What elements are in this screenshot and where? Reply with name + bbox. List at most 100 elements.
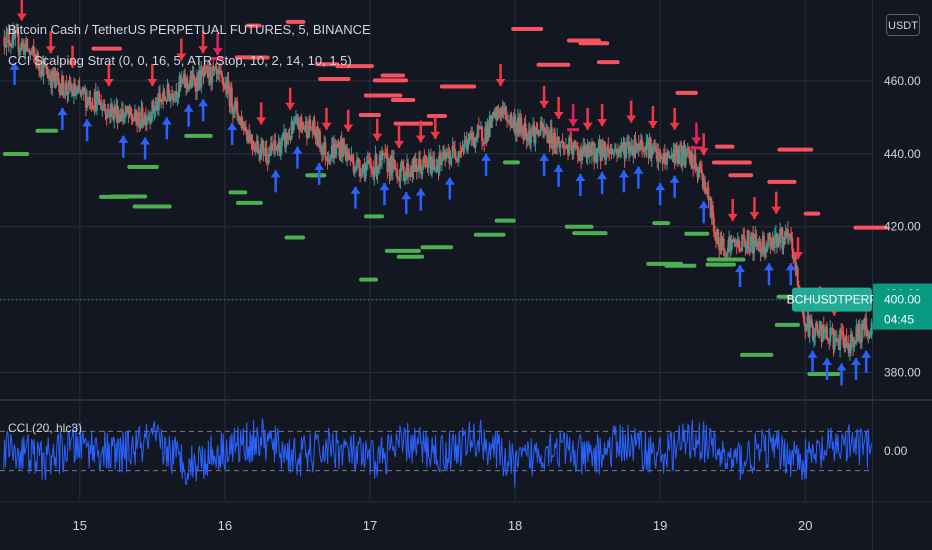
candle-body — [394, 160, 397, 170]
candle-body — [853, 341, 856, 348]
symbol-badge-label: BCHUSDTPERP — [787, 293, 878, 307]
candle-body — [427, 156, 430, 169]
candle-body — [421, 168, 424, 175]
candle-body — [284, 131, 287, 147]
candle-body — [452, 146, 455, 150]
candle-body — [664, 161, 667, 165]
candle-body — [156, 101, 159, 110]
candle-body — [605, 149, 608, 160]
candle-body — [740, 249, 743, 251]
candle-body — [40, 62, 43, 74]
candle-body — [195, 76, 198, 92]
candle-body — [64, 83, 67, 95]
candle-body — [262, 140, 265, 155]
candle-body — [575, 144, 578, 147]
candle-body — [470, 133, 473, 140]
candle-body — [389, 155, 392, 176]
candle-body — [283, 131, 286, 135]
candle-body — [93, 91, 96, 108]
candle-body — [866, 330, 869, 336]
candle-body — [549, 127, 552, 144]
candle-body — [765, 248, 768, 252]
candle-body — [572, 141, 575, 155]
candle-body — [611, 152, 614, 154]
candle-body — [683, 146, 686, 166]
buy-arrow-head — [851, 358, 862, 366]
candle-body — [218, 70, 221, 74]
buy-arrow-head — [183, 104, 194, 112]
candle-body — [125, 107, 128, 114]
candle-body — [643, 149, 646, 152]
candle-body — [340, 140, 343, 157]
candle-body — [663, 153, 666, 162]
candle-body — [870, 322, 873, 335]
candle-body — [215, 66, 218, 74]
candle-body — [469, 133, 472, 135]
candle-body — [16, 31, 19, 34]
candle-body — [448, 155, 451, 164]
candle-body — [95, 94, 98, 111]
candle-body — [583, 145, 586, 153]
candle-body — [328, 159, 331, 162]
candle-body — [498, 112, 501, 115]
candle-body — [353, 170, 356, 173]
candle-body — [13, 30, 16, 38]
candle-body — [817, 332, 820, 336]
candle-body — [231, 107, 234, 114]
candle-body — [128, 106, 131, 116]
candle-body — [371, 167, 374, 170]
candle-body — [169, 94, 172, 102]
candle-body — [121, 109, 124, 118]
candle-body — [803, 315, 806, 324]
candle-body — [297, 117, 300, 128]
sell-arrow-head — [147, 79, 158, 87]
candle-body — [736, 239, 739, 247]
candle-body — [265, 147, 268, 162]
currency-unit-button[interactable]: USDT — [886, 14, 920, 36]
candle-body — [219, 70, 222, 74]
candle-body — [151, 100, 154, 119]
candle-body — [119, 116, 122, 121]
candle-body — [463, 140, 466, 148]
candle-body — [485, 127, 488, 140]
candle-body — [391, 158, 394, 173]
candle-body — [286, 132, 289, 140]
candle-body — [754, 233, 757, 239]
candle-body — [807, 316, 810, 337]
candle-body — [688, 150, 691, 163]
candle-body — [253, 148, 256, 152]
candle-body — [532, 125, 535, 134]
sell-arrow-head — [67, 60, 78, 68]
candle-body — [790, 233, 793, 238]
candle-body — [863, 322, 866, 330]
candle-body — [142, 123, 145, 125]
candle-body — [404, 171, 407, 177]
candle-body — [12, 30, 15, 46]
candle-body — [276, 147, 279, 149]
candle-body — [300, 116, 303, 125]
candle-body — [140, 107, 143, 124]
candle-body — [395, 169, 398, 171]
candle-body — [515, 122, 518, 134]
sell-arrow-head — [321, 122, 332, 130]
candle-body — [132, 120, 135, 122]
candle-body — [320, 146, 323, 149]
candle-body — [396, 170, 399, 179]
candle-body — [14, 32, 17, 38]
candle-body — [796, 267, 799, 286]
candle-body — [357, 159, 360, 161]
candle-body — [347, 151, 350, 154]
countdown-label: 04:45 — [884, 313, 914, 327]
candle-body — [322, 148, 325, 155]
candle-body — [326, 157, 329, 162]
candle-body — [814, 328, 817, 337]
candle-body — [207, 66, 210, 78]
atr-stop-dash — [536, 62, 571, 67]
candle-body — [419, 158, 422, 166]
candle-body — [869, 334, 872, 336]
candle-body — [519, 117, 522, 135]
atr-stop-dash — [384, 248, 421, 253]
candle-body — [45, 65, 48, 75]
candle-body — [400, 161, 403, 171]
candle-body — [52, 69, 55, 80]
